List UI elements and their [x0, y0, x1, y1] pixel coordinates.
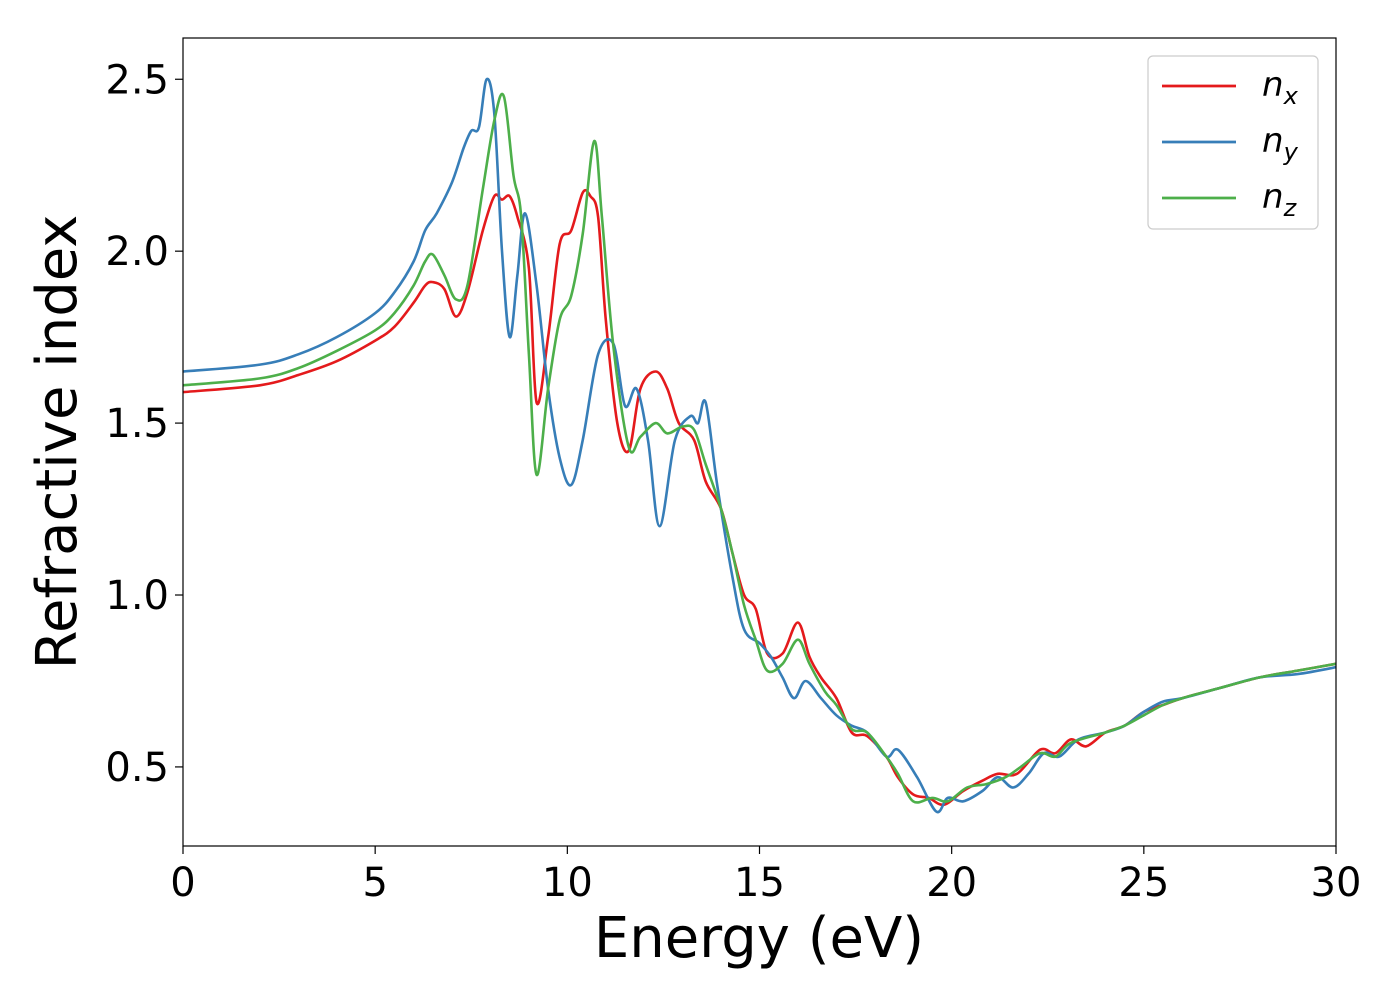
- legend-label-nx: nx: [1262, 65, 1299, 110]
- y-tick-label: 1.5: [105, 401, 169, 447]
- series-line-ny: [183, 77, 1336, 814]
- series-layer: [183, 77, 1336, 814]
- series-line-nx: [183, 188, 1336, 807]
- x-axis-label: Energy (eV): [594, 906, 924, 971]
- x-axis-ticks: 0 5 10 15 20 25 30: [170, 846, 1361, 906]
- x-tick-label: 20: [926, 860, 977, 906]
- x-tick-label: 0: [170, 860, 195, 906]
- y-axis-label: Refractive index: [25, 215, 90, 670]
- y-axis-ticks: 0.5 1.0 1.5 2.0 2.5: [105, 57, 183, 791]
- y-tick-label: 2.0: [105, 229, 169, 275]
- y-tick-label: 1.0: [105, 573, 169, 619]
- x-tick-label: 15: [734, 860, 785, 906]
- x-tick-label: 10: [542, 860, 593, 906]
- series-line-nz: [183, 92, 1336, 804]
- y-tick-label: 0.5: [105, 745, 169, 791]
- x-tick-label: 25: [1118, 860, 1169, 906]
- legend-label-ny: ny: [1262, 121, 1299, 166]
- x-tick-label: 30: [1311, 860, 1362, 906]
- x-tick-label: 5: [362, 860, 387, 906]
- y-tick-label: 2.5: [105, 57, 169, 103]
